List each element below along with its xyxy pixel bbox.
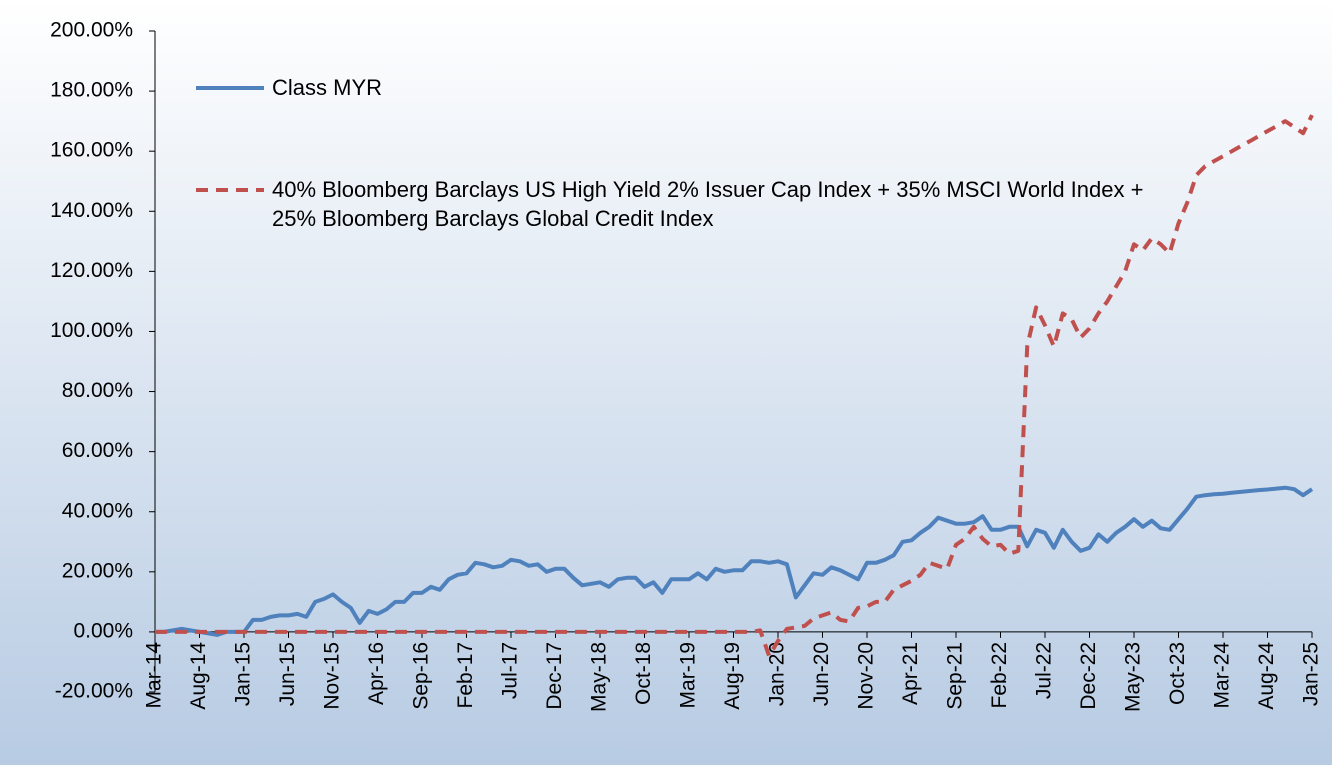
x-tick-label: Sep-16 <box>410 642 433 710</box>
y-tick-label: 20.00% <box>62 559 133 582</box>
y-tick-label: 120.00% <box>50 259 133 282</box>
y-tick-label: 100.00% <box>50 319 133 342</box>
x-tick-label: Mar-24 <box>1211 642 1234 709</box>
y-tick-label: 0.00% <box>73 619 133 642</box>
y-tick-label: 200.00% <box>50 19 133 42</box>
line-series <box>155 485 1314 637</box>
y-tick-label: 80.00% <box>62 379 133 402</box>
x-tick-label: Jan-15 <box>232 642 255 706</box>
x-tick-label: Jun-15 <box>276 642 299 706</box>
legend-label: Class MYR <box>272 75 383 100</box>
x-tick-label: Jan-25 <box>1300 642 1323 706</box>
x-tick-label: Oct-18 <box>632 642 655 705</box>
line-series <box>155 114 1314 658</box>
y-tick-label: 60.00% <box>62 439 133 462</box>
x-tick-label: Jul-17 <box>499 642 522 699</box>
y-tick-label: -20.00% <box>55 680 133 703</box>
x-tick-label: Nov-20 <box>855 642 878 710</box>
x-tick-label: Feb-22 <box>988 642 1011 709</box>
x-tick-label: Sep-21 <box>944 642 967 710</box>
x-tick-label: Apr-16 <box>365 642 388 705</box>
y-tick-label: 160.00% <box>50 139 133 162</box>
x-tick-label: Aug-19 <box>721 642 744 710</box>
x-tick-label: Mar-19 <box>677 642 700 709</box>
x-tick-label: Jul-22 <box>1033 642 1056 699</box>
x-tick-label: Mar-14 <box>143 642 166 709</box>
x-tick-label: May-23 <box>1122 642 1145 712</box>
x-tick-label: Jun-20 <box>810 642 833 706</box>
x-tick-label: May-18 <box>588 642 611 712</box>
x-tick-label: Feb-17 <box>454 642 477 709</box>
legend-label: 40% Bloomberg Barclays US High Yield 2% … <box>272 177 1144 231</box>
x-tick-label: Aug-24 <box>1255 642 1278 710</box>
y-tick-label: 40.00% <box>62 499 133 522</box>
x-tick-label: Dec-22 <box>1077 642 1100 710</box>
x-tick-label: Oct-23 <box>1166 642 1189 705</box>
x-tick-label: Nov-15 <box>321 642 344 710</box>
y-tick-label: 140.00% <box>50 199 133 222</box>
x-tick-label: Aug-14 <box>187 642 210 710</box>
x-tick-label: Apr-21 <box>899 642 922 705</box>
x-tick-label: Jan-20 <box>766 642 789 706</box>
y-tick-label: 180.00% <box>50 79 133 102</box>
x-tick-label: Dec-17 <box>543 642 566 710</box>
